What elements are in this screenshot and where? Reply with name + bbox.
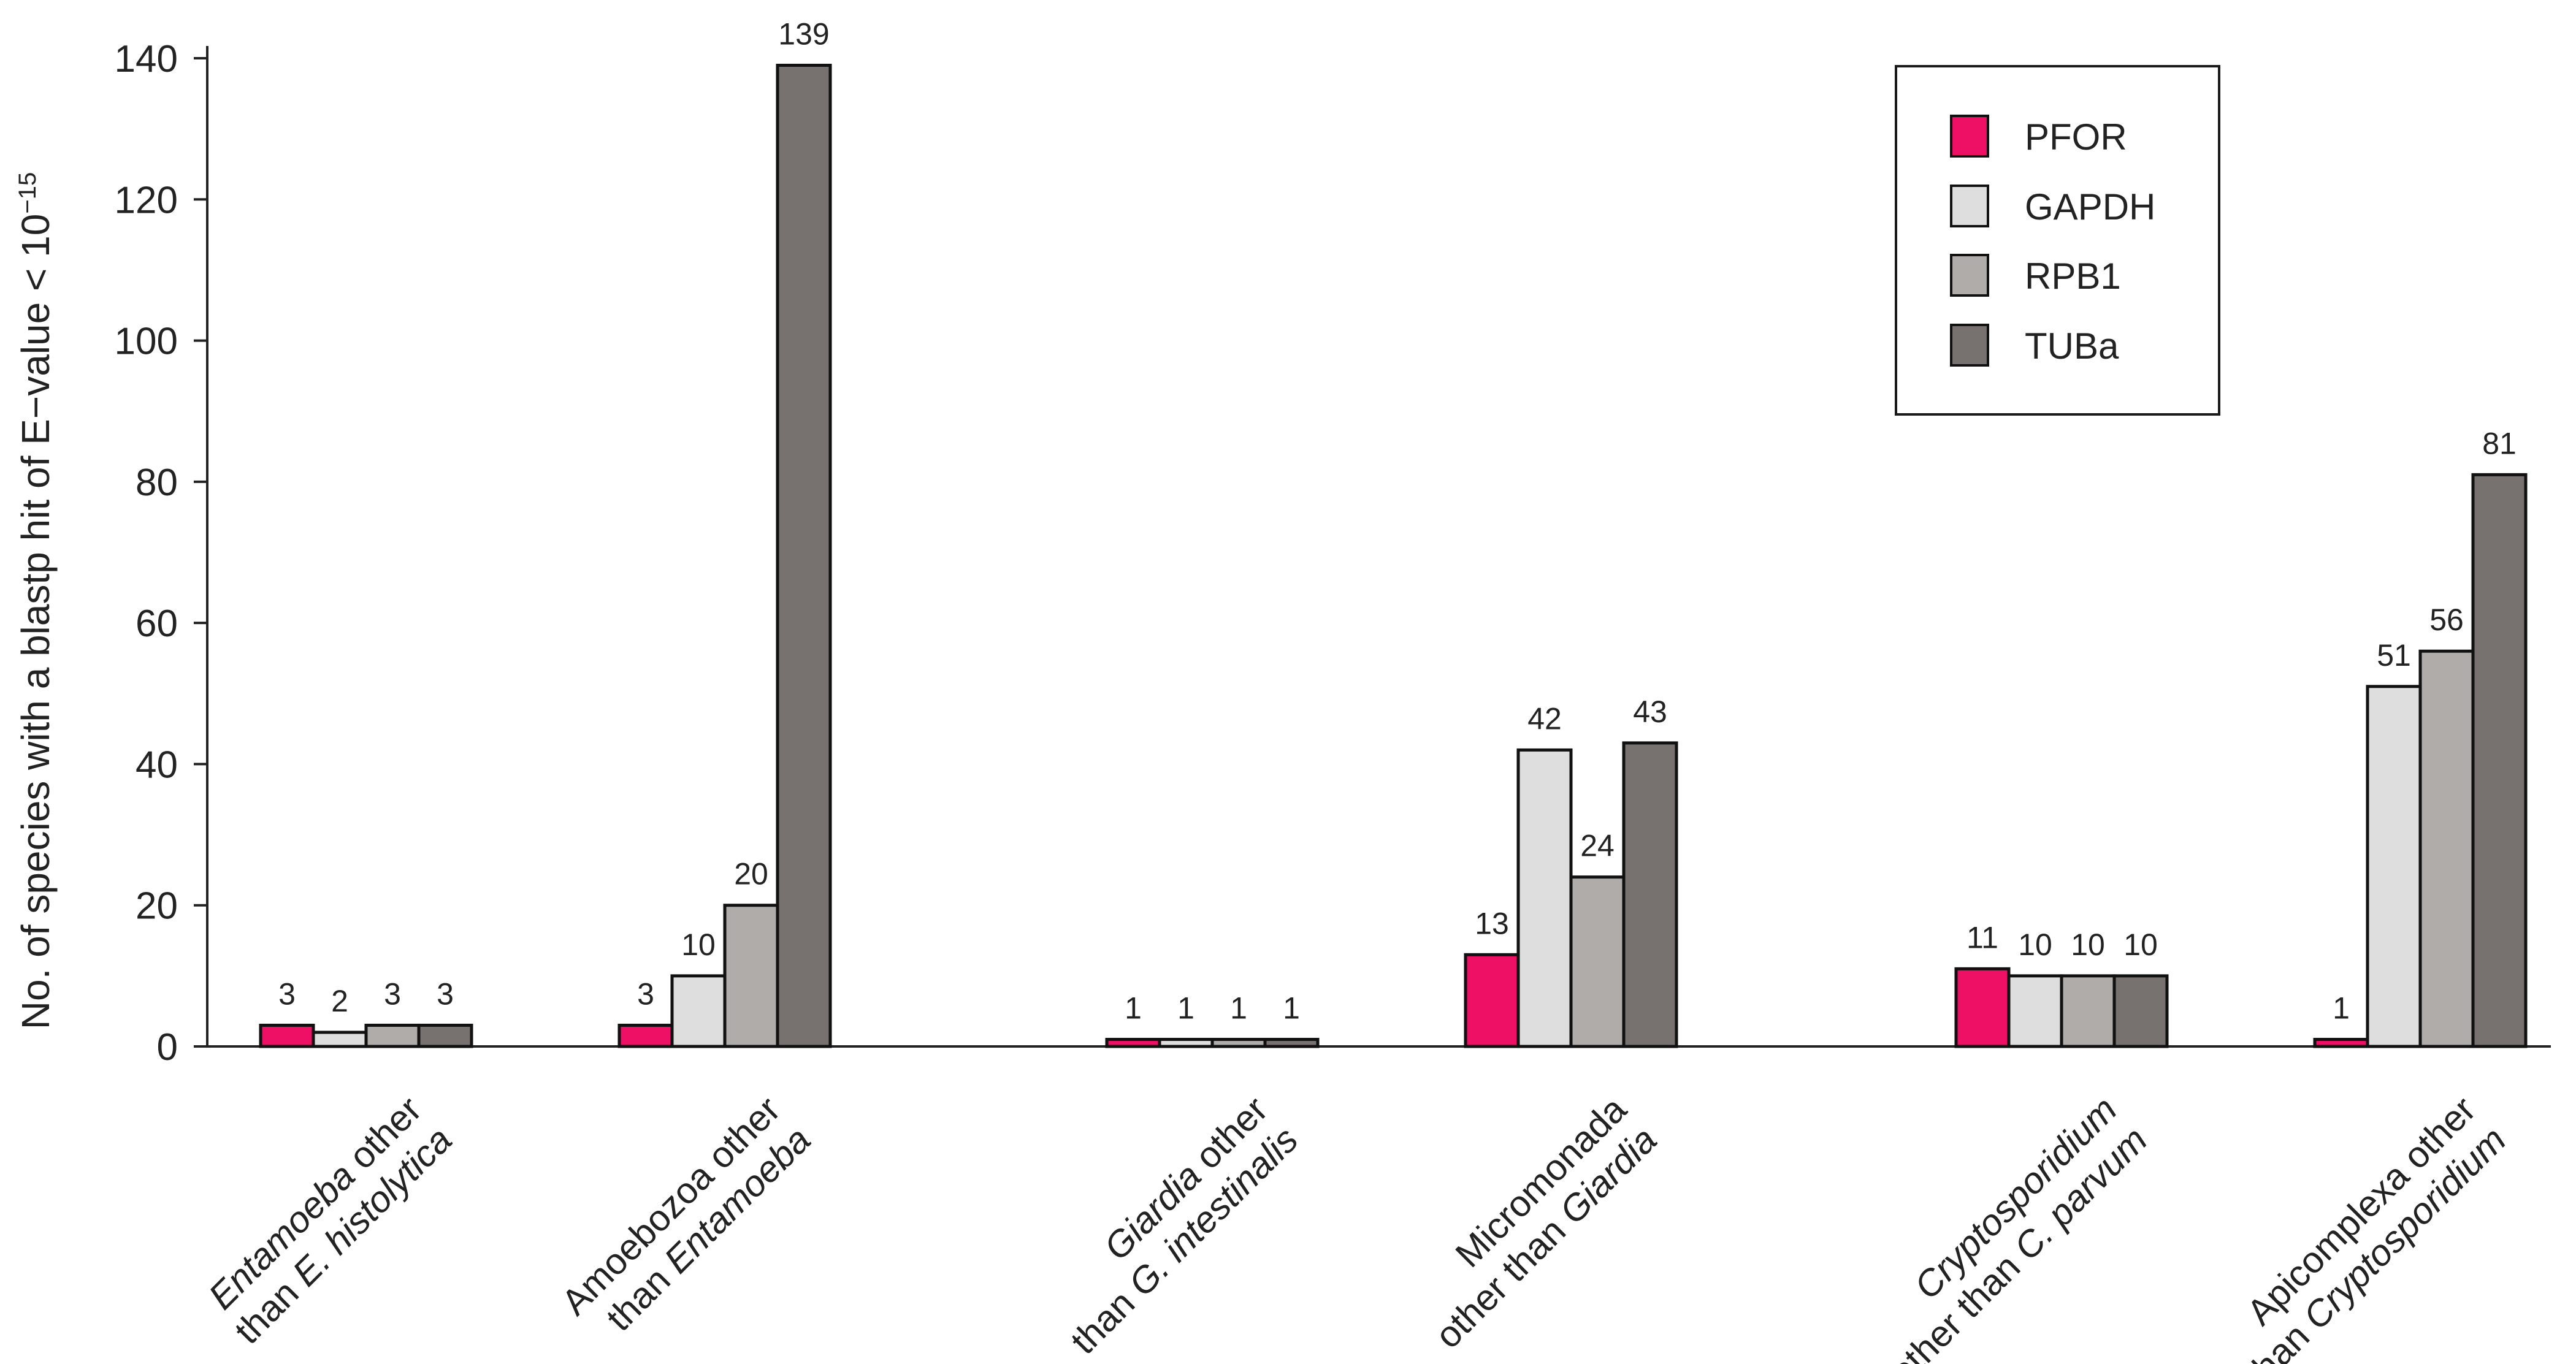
data-label: 10 <box>681 928 716 962</box>
bar-rpb1 <box>2060 974 2116 1048</box>
bar-tuba <box>2112 974 2169 1048</box>
x-tick-label-line: other than C. parvum <box>1882 1119 2155 1364</box>
legend-label-gapdh: GAPDH <box>2025 186 2155 227</box>
bar-pfor <box>617 1023 674 1048</box>
bar-gapdh <box>2007 974 2063 1048</box>
data-label: 1 <box>1230 991 1247 1025</box>
bar-pfor <box>1464 953 1520 1048</box>
bar-pfor <box>1105 1037 1161 1048</box>
data-label: 43 <box>1633 695 1667 729</box>
bar-tuba <box>1263 1037 1320 1048</box>
bar-rpb1 <box>723 904 779 1048</box>
y-tick-label: 80 <box>136 462 178 504</box>
data-label: 2 <box>331 984 348 1018</box>
y-tick-label: 60 <box>136 603 178 645</box>
data-label: 51 <box>2377 638 2411 672</box>
legend-label-tuba: TUBa <box>2025 326 2119 367</box>
y-tick-label: 0 <box>157 1026 178 1069</box>
data-label: 139 <box>778 17 829 51</box>
bar-pfor <box>2313 1037 2369 1048</box>
legend-label-pfor: PFOR <box>2025 116 2127 158</box>
data-label: 24 <box>1580 829 1615 863</box>
data-label: 1 <box>1177 991 1194 1025</box>
data-label: 20 <box>734 857 768 891</box>
bars <box>259 64 2528 1048</box>
data-label: 3 <box>384 977 401 1011</box>
data-label: 3 <box>278 977 296 1011</box>
data-label: 1 <box>1125 991 1142 1025</box>
data-label: 11 <box>1966 920 1998 954</box>
bar-gapdh <box>670 974 727 1048</box>
bar-tuba <box>417 1023 473 1048</box>
bar-rpb1 <box>364 1023 421 1048</box>
legend-swatch-pfor <box>1950 115 1989 158</box>
bar-pfor <box>1954 967 2011 1048</box>
bar-gapdh <box>311 1031 368 1048</box>
y-tick-label: 120 <box>115 179 178 221</box>
y-axis-label-superscript: −15 <box>14 172 41 214</box>
y-tick-label: 100 <box>115 321 178 363</box>
bar-tuba <box>2471 473 2528 1048</box>
bar-tuba <box>1622 741 1678 1048</box>
y-tick-label: 40 <box>136 744 178 786</box>
data-label: 10 <box>2123 928 2158 962</box>
bar-rpb1 <box>1569 875 1626 1048</box>
data-label: 13 <box>1475 906 1509 940</box>
data-label: 81 <box>2482 426 2517 460</box>
data-label: 56 <box>2429 603 2464 637</box>
y-tick-label: 140 <box>115 38 178 80</box>
legend: PFOR GAPDH RPB1 TUBa <box>1895 65 2220 416</box>
y-axis-label-text: No. of species with a blastp hit of E−va… <box>13 214 58 1030</box>
data-label: 1 <box>1283 991 1300 1025</box>
legend-swatch-rpb1 <box>1950 254 1989 297</box>
legend-swatch-gapdh <box>1950 185 1989 227</box>
y-axis-label: No. of species with a blastp hit of E−va… <box>13 172 58 1029</box>
legend-swatch-tuba <box>1950 324 1989 367</box>
x-tick-label-line: than Cryptosporidium <box>2238 1119 2514 1364</box>
bar-rpb1 <box>1210 1037 1267 1048</box>
data-label: 1 <box>2333 991 2350 1025</box>
bar-pfor <box>259 1023 315 1048</box>
data-label: 3 <box>637 977 654 1011</box>
legend-label-rpb1: RPB1 <box>2025 256 2121 297</box>
data-label: 3 <box>437 977 454 1011</box>
data-label: 10 <box>2018 928 2052 962</box>
bar-tuba <box>776 64 832 1048</box>
bar-gapdh <box>2366 685 2422 1048</box>
data-label: 10 <box>2071 928 2105 962</box>
bar-gapdh <box>1516 748 1573 1048</box>
y-tick-label: 20 <box>136 885 178 928</box>
bar-gapdh <box>1158 1037 1214 1048</box>
legend-box <box>1895 65 2220 416</box>
bar-rpb1 <box>2418 649 2475 1048</box>
data-label: 42 <box>1527 701 1562 736</box>
